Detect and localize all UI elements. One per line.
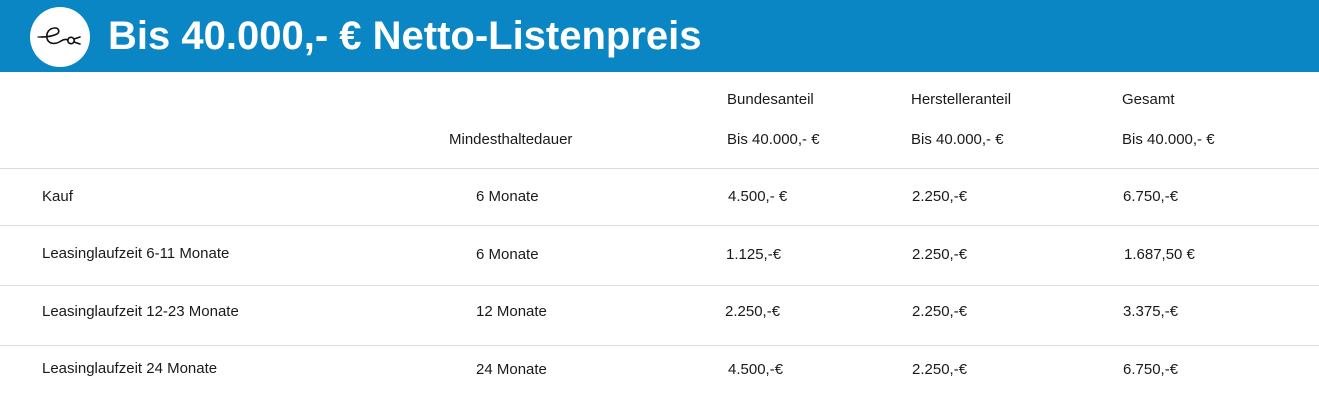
subsidy-table: Bundesanteil Herstelleranteil Gesamt Min… [0, 72, 1319, 413]
row-label: Leasinglaufzeit 6-11 Monate [42, 245, 230, 262]
electric-car-plug-icon [37, 27, 81, 45]
row-federal: 4.500,-€ [728, 361, 784, 378]
subheader-total: Bis 40.000,- € [1122, 131, 1215, 148]
row-label: Leasinglaufzeit 24 Monate [42, 360, 218, 377]
column-header-duration: Mindesthaltedauer [449, 131, 573, 148]
row-manufacturer: 2.250,-€ [912, 246, 968, 263]
row-duration: 6 Monate [476, 246, 539, 263]
row-total: 6.750,-€ [1123, 188, 1179, 205]
row-manufacturer: 2.250,-€ [912, 188, 968, 205]
row-total: 6.750,-€ [1123, 361, 1179, 378]
divider [0, 225, 1319, 226]
subheader-federal: Bis 40.000,- € [727, 131, 820, 148]
row-duration: 12 Monate [476, 303, 547, 320]
row-federal: 4.500,- € [728, 188, 788, 205]
row-duration: 24 Monate [476, 361, 547, 378]
row-federal: 2.250,-€ [725, 303, 781, 320]
divider [0, 168, 1319, 169]
divider [0, 345, 1319, 346]
page-title: Bis 40.000,- € Netto-Listenpreis [108, 14, 702, 58]
row-total: 1.687,50 € [1124, 246, 1195, 263]
column-header-total: Gesamt [1122, 91, 1175, 108]
row-duration: 6 Monate [476, 188, 539, 205]
row-total: 3.375,-€ [1123, 303, 1179, 320]
row-manufacturer: 2.250,-€ [912, 303, 968, 320]
row-label: Leasinglaufzeit 12-23 Monate [42, 303, 239, 320]
column-header-manufacturer: Herstelleranteil [911, 91, 1012, 108]
divider [0, 285, 1319, 286]
row-label: Kauf [42, 188, 73, 205]
row-federal: 1.125,-€ [726, 246, 782, 263]
row-manufacturer: 2.250,-€ [912, 361, 968, 378]
column-header-federal: Bundesanteil [727, 91, 814, 108]
subheader-manufacturer: Bis 40.000,- € [911, 131, 1004, 148]
header-banner: Bis 40.000,- € Netto-Listenpreis [0, 0, 1319, 72]
logo [30, 7, 90, 67]
